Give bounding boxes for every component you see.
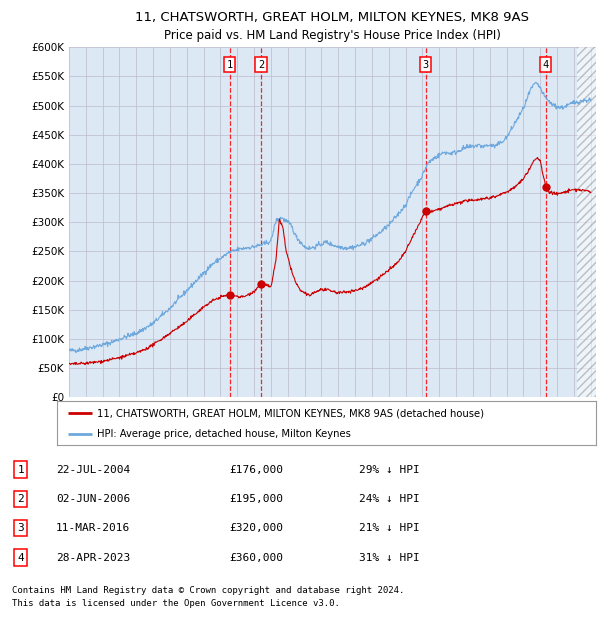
Text: 11, CHATSWORTH, GREAT HOLM, MILTON KEYNES, MK8 9AS (detached house): 11, CHATSWORTH, GREAT HOLM, MILTON KEYNE… — [97, 408, 484, 418]
Bar — [577, 47, 596, 397]
Text: £360,000: £360,000 — [229, 552, 283, 562]
Text: 28-APR-2023: 28-APR-2023 — [56, 552, 130, 562]
Text: £320,000: £320,000 — [229, 523, 283, 533]
Text: 11-MAR-2016: 11-MAR-2016 — [56, 523, 130, 533]
Text: 3: 3 — [17, 523, 24, 533]
Text: Contains HM Land Registry data © Crown copyright and database right 2024.
This d: Contains HM Land Registry data © Crown c… — [12, 587, 404, 608]
Text: 22-JUL-2004: 22-JUL-2004 — [56, 464, 130, 474]
Bar — [577, 47, 596, 397]
Text: 31% ↓ HPI: 31% ↓ HPI — [359, 552, 419, 562]
Text: 4: 4 — [542, 60, 549, 69]
Text: 4: 4 — [17, 552, 24, 562]
Text: 1: 1 — [227, 60, 233, 69]
Text: 02-JUN-2006: 02-JUN-2006 — [56, 494, 130, 504]
Text: £195,000: £195,000 — [229, 494, 283, 504]
Text: 1: 1 — [17, 464, 24, 474]
Text: 2: 2 — [258, 60, 265, 69]
Text: HPI: Average price, detached house, Milton Keynes: HPI: Average price, detached house, Milt… — [97, 429, 351, 439]
Text: 29% ↓ HPI: 29% ↓ HPI — [359, 464, 419, 474]
Text: 24% ↓ HPI: 24% ↓ HPI — [359, 494, 419, 504]
Text: 3: 3 — [422, 60, 429, 69]
Text: 2: 2 — [17, 494, 24, 504]
Text: 21% ↓ HPI: 21% ↓ HPI — [359, 523, 419, 533]
Text: £176,000: £176,000 — [229, 464, 283, 474]
Text: 11, CHATSWORTH, GREAT HOLM, MILTON KEYNES, MK8 9AS: 11, CHATSWORTH, GREAT HOLM, MILTON KEYNE… — [136, 11, 529, 24]
Text: Price paid vs. HM Land Registry's House Price Index (HPI): Price paid vs. HM Land Registry's House … — [164, 30, 501, 42]
